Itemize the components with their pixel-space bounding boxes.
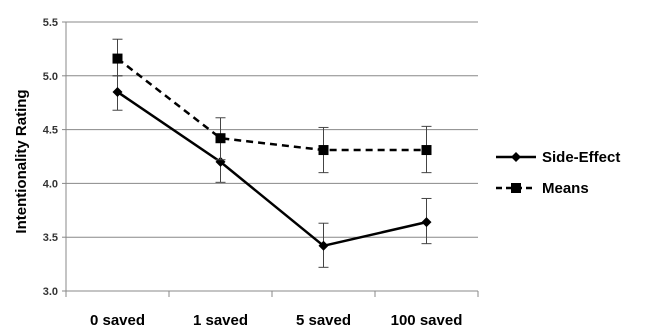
legend-side-effect-label: Side-Effect bbox=[542, 149, 620, 166]
means-point-marker bbox=[421, 145, 432, 156]
y-tick-label: 5.0 bbox=[43, 71, 58, 83]
y-tick-label: 3.5 bbox=[43, 232, 58, 244]
side-effect-point-marker bbox=[318, 240, 329, 251]
means-series-line bbox=[116, 57, 427, 152]
side-effect-point-marker bbox=[421, 217, 432, 228]
means-point-marker bbox=[215, 133, 226, 144]
x-category-label: 5 saved bbox=[296, 312, 351, 329]
y-axis-title: Intentionality Rating bbox=[13, 89, 30, 233]
y-tick-label: 4.0 bbox=[43, 178, 58, 190]
x-category-label: 1 saved bbox=[193, 312, 248, 329]
y-tick-label: 4.5 bbox=[43, 125, 58, 137]
legend-side-effect-swatch-marker bbox=[511, 152, 521, 162]
means-point-marker bbox=[112, 53, 123, 64]
x-category-label: 100 saved bbox=[391, 312, 463, 329]
legend-means-swatch-marker bbox=[511, 183, 521, 193]
y-tick-label: 3.0 bbox=[43, 286, 58, 298]
y-tick-label: 5.5 bbox=[43, 17, 58, 29]
side-effect-series-line bbox=[116, 90, 427, 248]
x-category-label: 0 saved bbox=[90, 312, 145, 329]
side-effect-point-marker bbox=[112, 86, 123, 97]
legend-means-label: Means bbox=[542, 180, 589, 197]
means-point-marker bbox=[318, 145, 329, 156]
